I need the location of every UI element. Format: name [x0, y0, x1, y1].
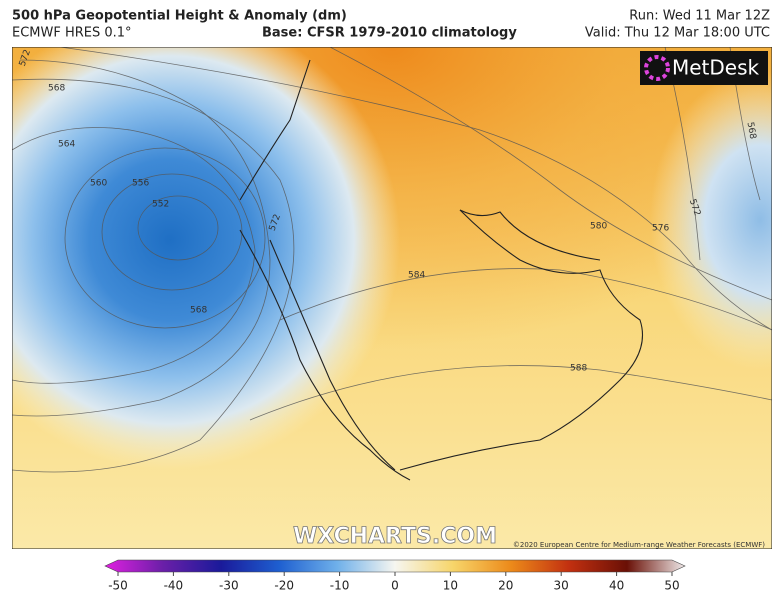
contour-label: 568 — [48, 84, 65, 94]
contour-label: 588 — [570, 364, 587, 374]
contour-label: 552 — [152, 200, 169, 210]
colorbar-tick-label: -40 — [164, 579, 184, 593]
logo-box — [640, 51, 768, 85]
base: Base: CFSR 1979-2010 climatology — [262, 26, 517, 41]
map: 572 568 564 560 556 552 572 568 584 580 … — [12, 47, 772, 549]
colorbar-tick-label: -10 — [330, 579, 350, 593]
contour-label: 580 — [590, 222, 607, 232]
model: ECMWF HRES 0.1° — [12, 26, 132, 41]
valid: Valid: Thu 12 Mar 18:00 UTC — [585, 26, 770, 41]
colorbar-tick-label: 50 — [664, 579, 679, 593]
logo: MetDesk — [672, 56, 760, 80]
colorbar-scale — [104, 559, 686, 573]
colorbar-tick-label: -50 — [108, 579, 128, 593]
colorbar-tick-label: 20 — [498, 579, 513, 593]
colorbar-tick-label: 10 — [443, 579, 458, 593]
title: 500 hPa Geopotential Height & Anomaly (d… — [12, 9, 347, 24]
colorbar-tick-label: 40 — [609, 579, 624, 593]
colorbar-tick-label: -30 — [219, 579, 239, 593]
contour-label: 568 — [745, 121, 758, 140]
colorbar-tick-label: 0 — [391, 579, 399, 593]
contour-label: 556 — [132, 179, 149, 189]
contour-label: 568 — [190, 306, 207, 316]
contour-label: 564 — [58, 140, 75, 150]
colorbar-tick-label: 30 — [554, 579, 569, 593]
contour-label: 560 — [90, 179, 107, 189]
run: Run: Wed 11 Mar 12Z — [629, 9, 770, 24]
contour-label: 584 — [408, 271, 425, 281]
contour-label: 576 — [652, 224, 669, 234]
colorbar-tick-label: -20 — [274, 579, 294, 593]
logo-icon — [644, 55, 670, 81]
colorbar: -50 -40 -30 -20 -10 0 10 20 30 40 50 — [104, 559, 686, 593]
watermark: WXCHARTS.COM — [293, 524, 497, 549]
copyright: ©2020 European Centre for Medium-range W… — [513, 541, 765, 549]
